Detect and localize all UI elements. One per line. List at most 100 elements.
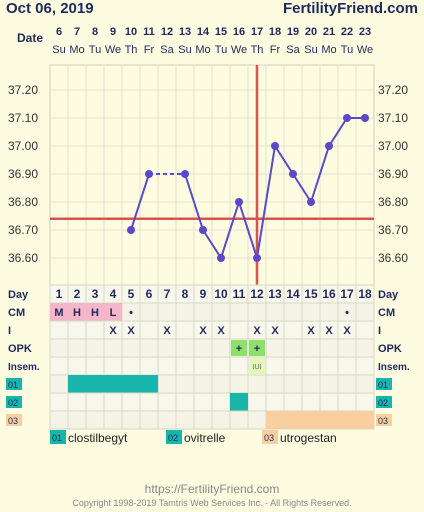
temp-point	[253, 254, 261, 262]
date-label: 13	[179, 26, 191, 38]
date-label: 14	[197, 26, 210, 38]
y-tick-right: 37.00	[378, 139, 408, 153]
date-label: 11	[143, 26, 155, 38]
opk-value: +	[254, 343, 260, 355]
med-badge-left	[6, 396, 22, 408]
med-cell	[302, 411, 320, 429]
date-label: 8	[92, 26, 98, 38]
date-label: 18	[269, 26, 281, 38]
med-badge-left	[6, 414, 22, 426]
opk-value: +	[236, 343, 242, 355]
day-value: 4	[110, 287, 117, 301]
legend-code: 03	[264, 433, 274, 443]
y-tick-right: 36.70	[378, 223, 408, 237]
legend-code: 02	[168, 433, 178, 443]
row-label-right: Insem.	[378, 362, 410, 373]
row-label-right: CM	[378, 307, 395, 319]
cm-value: M	[54, 307, 63, 319]
weekday-label: Th	[125, 44, 138, 56]
temp-line-segment	[292, 173, 312, 203]
weekday-label: Mo	[321, 44, 336, 56]
intercourse-value: X	[325, 325, 333, 337]
temp-line-segment	[202, 229, 222, 259]
date-label: 15	[215, 26, 227, 38]
row-label-left: Insem.	[8, 362, 40, 373]
date-label: 22	[341, 26, 353, 38]
weekday-label: Fr	[270, 44, 281, 56]
date-label: 20	[305, 26, 317, 38]
cm-value: L	[110, 307, 117, 319]
weekday-label: We	[231, 44, 247, 56]
day-value: 10	[214, 287, 228, 301]
day-value: 11	[233, 287, 246, 301]
temp-line-segment	[310, 145, 330, 203]
legend-swatch	[166, 430, 182, 444]
temp-point	[199, 226, 207, 234]
legend-name: ovitrelle	[184, 431, 226, 445]
day-value: 13	[268, 287, 282, 301]
chart-date: Oct 06, 2019	[6, 0, 94, 17]
med-cell	[284, 411, 302, 429]
row-label-left: I	[8, 325, 11, 337]
temp-line-segment	[220, 201, 240, 259]
intercourse-value: X	[271, 325, 279, 337]
temp-line-segment	[328, 117, 348, 147]
med-code-right: 02	[378, 398, 388, 408]
cm-cell	[86, 303, 104, 321]
row-label-left: OPK	[8, 343, 32, 355]
day-value: 1	[56, 287, 63, 301]
insem-mark: IUI	[253, 364, 262, 371]
temp-point	[145, 170, 153, 178]
med-code-left: 02	[8, 398, 18, 408]
med-cell	[356, 411, 374, 429]
med-badge-right	[376, 414, 392, 426]
footer-copyright: Copyright 1998-2019 Tamtris Web Services…	[72, 498, 352, 508]
site-name[interactable]: FertilityFriend.com	[282, 0, 418, 17]
row-label-right: OPK	[378, 343, 402, 355]
date-row-label: Date	[17, 31, 43, 45]
med-code-right: 01	[378, 380, 388, 390]
y-tick-left: 36.60	[8, 251, 38, 265]
weekday-label: Fr	[144, 44, 155, 56]
med-cell	[104, 375, 122, 393]
y-tick-left: 37.00	[8, 139, 38, 153]
footer-url[interactable]: https://FertilityFriend.com	[144, 482, 280, 496]
temp-line-segment	[238, 201, 258, 259]
med-cell	[266, 411, 284, 429]
day-value: 12	[250, 287, 264, 301]
med-badge-right	[376, 378, 392, 390]
date-label: 10	[125, 26, 137, 38]
y-tick-right: 37.10	[378, 111, 408, 125]
row-label-left: CM	[8, 307, 25, 319]
row-label-right: Day	[378, 289, 399, 301]
med-cell	[86, 375, 104, 393]
med-code-left: 03	[8, 416, 18, 426]
intercourse-value: X	[163, 325, 171, 337]
med-cell	[140, 375, 158, 393]
date-label: 6	[56, 26, 62, 38]
weekday-label: Su	[304, 44, 317, 56]
opk-cell	[249, 340, 265, 356]
cm-value: H	[91, 307, 99, 319]
temp-line-segment	[184, 173, 204, 231]
day-value: 3	[92, 287, 99, 301]
day-value: 6	[146, 287, 153, 301]
y-tick-left: 36.70	[8, 223, 38, 237]
intercourse-value: X	[199, 325, 207, 337]
med-badge-left	[6, 378, 22, 390]
cm-value: •	[129, 307, 133, 319]
weekday-label: Th	[251, 44, 264, 56]
weekday-label: Su	[178, 44, 191, 56]
weekday-label: Tu	[341, 44, 353, 56]
day-value: 14	[286, 287, 300, 301]
intercourse-value: X	[253, 325, 261, 337]
weekday-label: We	[357, 44, 373, 56]
date-label: 19	[287, 26, 299, 38]
temp-point	[217, 254, 225, 262]
cm-value: H	[73, 307, 81, 319]
legend-swatch	[262, 430, 278, 444]
cm-cell	[50, 303, 68, 321]
row-label-left: Day	[8, 289, 29, 301]
temp-line-segment	[130, 173, 150, 231]
